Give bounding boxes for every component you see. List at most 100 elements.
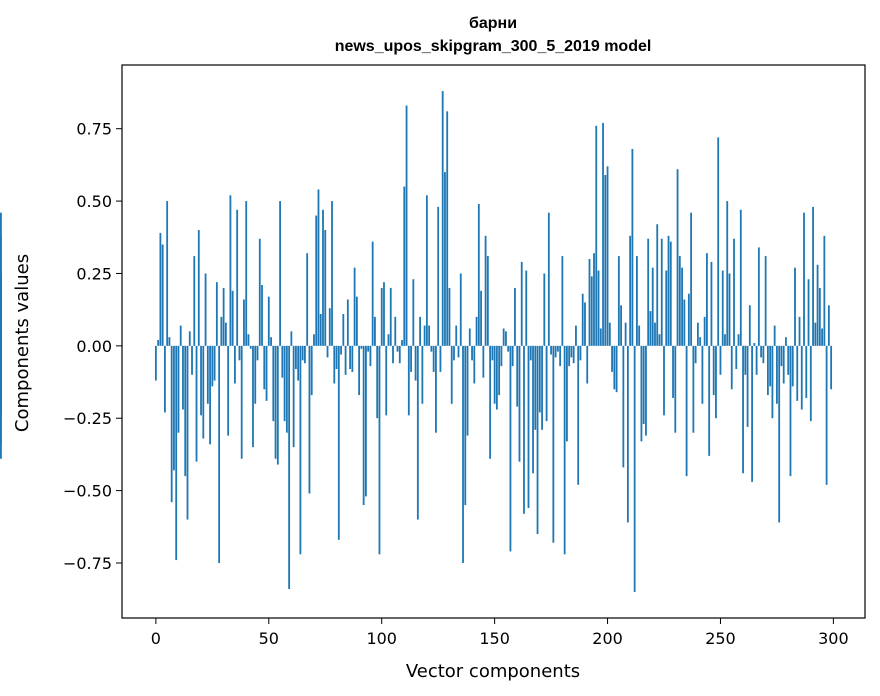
bar-component-75 [324,230,327,346]
bar-component-232 [678,256,681,346]
bar-component-271 [766,345,769,396]
bar-component-85 [346,299,349,346]
bar-component-53 [274,345,277,459]
bar-component-123 [432,345,435,372]
bar-component-157 [509,345,512,552]
bar-component-9 [175,345,178,561]
bar-component-248 [715,345,717,419]
bar-component-199 [604,175,607,346]
bar-component-190 [584,302,586,346]
bar-component-76 [326,345,329,358]
bar-component-79 [333,345,336,384]
bar-component-32 [227,345,230,436]
bar-component-95 [369,345,372,367]
bar-component-69 [310,345,313,396]
bar-component-160 [516,345,519,407]
bar-component-265 [753,342,756,346]
bar-component-111 [405,105,408,346]
bar-component-182 [565,345,568,442]
bar-component-172 [543,273,546,346]
bar-component-114 [412,279,415,346]
bar-component-229 [672,345,674,398]
bar-component-168 [534,345,537,430]
bar-component-162 [520,261,523,346]
bar-component-177 [554,345,557,358]
bar-component-55 [279,201,281,346]
bar-component-98 [376,345,379,419]
bar-component-99 [378,345,381,555]
bar-component-51 [270,337,272,346]
bar-component-245 [708,345,711,456]
bar-component-285 [798,316,801,346]
y-tick-label: −0.25 [63,409,112,428]
bar-component-143 [477,203,480,346]
bar-component-161 [518,345,521,462]
bar-component-180 [561,256,564,346]
bar-component-207 [622,345,625,468]
bar-component-164 [525,270,528,346]
bar-component-174 [547,212,550,346]
bar-component-108 [398,345,401,364]
bar-component-256 [733,238,735,346]
bar-component-276 [778,345,781,523]
bar-component-228 [669,241,672,346]
y-tick-label: −0.50 [63,482,112,501]
bar-component-191 [586,345,589,384]
bar-component-121 [428,325,431,346]
bar-component-109 [401,340,403,346]
bar-component-106 [394,316,397,346]
bar-component-288 [805,345,808,398]
bar-component-113 [410,345,412,372]
bar-component-221 [654,322,656,346]
bar-component-181 [563,345,566,555]
bar-component-179 [559,345,562,367]
bar-component-120 [425,195,428,346]
bar-component-39 [243,299,245,346]
bar-component-82 [340,345,342,355]
bar-component-299 [830,345,833,390]
bar-component-278 [782,345,785,384]
bar-component-149 [491,345,494,361]
bar-component-27 [215,282,218,346]
bar-component-238 [692,345,695,433]
bar-component-47 [261,285,263,346]
bar-component-169 [536,345,539,535]
x-tick-label: 300 [818,629,849,648]
x-tick-label: 0 [151,629,161,648]
bar-component-57 [283,345,286,422]
bar-component-176 [552,345,555,543]
bar-component-159 [514,287,516,346]
bar-component-45 [256,345,259,361]
bar-component-96 [371,241,374,346]
bar-component-97 [374,316,376,346]
y-tick-label: −0.75 [63,554,112,573]
bar-component-3 [161,244,164,346]
bar-component-289 [807,279,810,346]
bar-component-87 [351,345,354,372]
bar-component-93 [365,345,367,497]
bar-component-130 [448,287,451,346]
bar-component-235 [685,345,688,477]
bar-component-210 [629,235,632,346]
bar-component-225 [663,345,665,416]
bar-component-undefined [0,235,2,346]
bar-component-10 [177,345,180,433]
bar-component-185 [572,345,575,364]
bar-component-158 [511,345,514,367]
bar-component-70 [313,334,315,346]
bar-component-183 [568,345,571,367]
bar-component-262 [746,345,749,427]
y-tick-label: 0.75 [76,120,112,139]
bar-component-293 [816,264,819,346]
bar-component-37 [238,345,241,361]
bar-component-257 [735,345,738,369]
bar-component-52 [272,345,275,422]
bar-component-13 [184,345,187,477]
bar-component-277 [780,345,783,367]
bar-component-242 [701,345,704,404]
bar-component-170 [538,345,541,413]
bar-component-140 [471,345,473,361]
bar-component-146 [484,235,487,346]
bar-component-66 [304,345,306,364]
bar-component-139 [468,328,471,346]
